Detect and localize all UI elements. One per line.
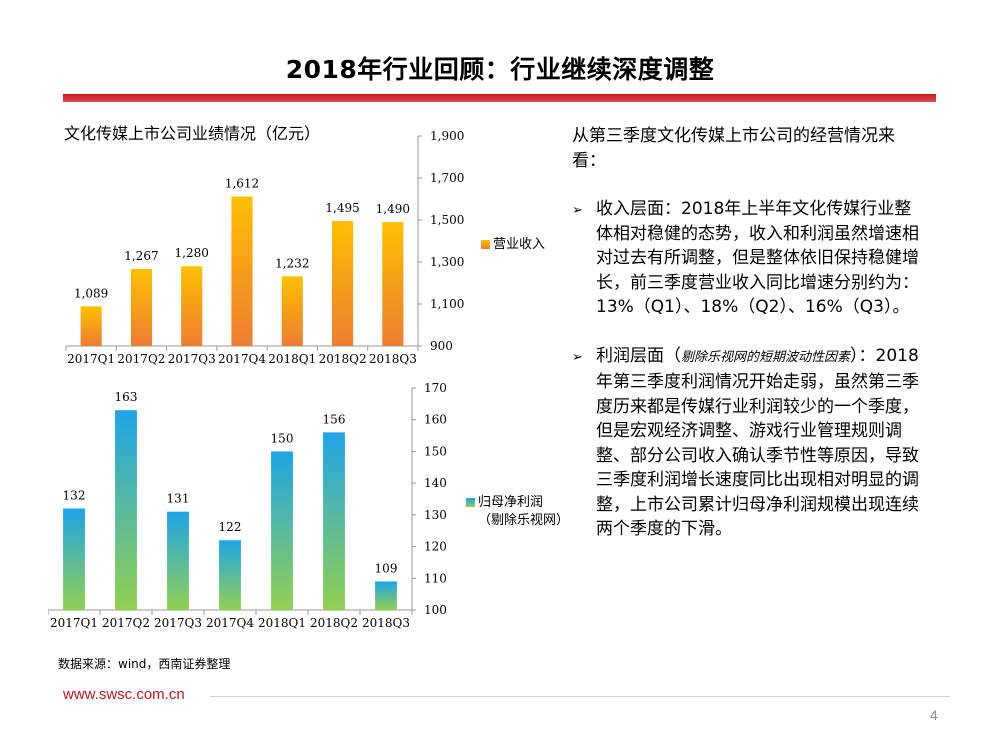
x-tick-label: 2017Q3 — [168, 352, 216, 366]
profit-data-label: 131 — [167, 492, 190, 506]
profit-data-label: 150 — [271, 431, 294, 445]
revenue-data-label: 1,495 — [325, 201, 359, 215]
bullet-revenue-body: 收入层面：2018年上半年文化传媒行业整体相对稳健的态势，收入和利润虽然增速相对… — [596, 199, 919, 317]
profit-bar — [167, 511, 189, 610]
y-tick-label: 120 — [424, 540, 447, 554]
y-tick-label: 900 — [430, 339, 453, 353]
bullet-profit-note: 剔除乐视网的短期波动性因素 — [681, 349, 851, 365]
profit-bar — [219, 540, 241, 610]
revenue-data-label: 1,267 — [124, 249, 158, 263]
x-tick-label: 2017Q1 — [67, 352, 115, 366]
y-tick-label: 160 — [424, 413, 447, 427]
revenue-bar — [382, 222, 404, 346]
legend-profit: 归母净利润 （剔除乐视网） — [466, 494, 569, 530]
commentary-text: 从第三季度文化传媒上市公司的经营情况来看： ➢ 收入层面：2018年上半年文化传… — [572, 124, 922, 566]
bullet-revenue: ➢ 收入层面：2018年上半年文化传媒行业整体相对稳健的态势，收入和利润虽然增速… — [572, 197, 922, 320]
y-tick-label: 150 — [424, 444, 447, 458]
y-tick-label: 100 — [424, 603, 447, 617]
legend-profit-label: 归母净利润 — [478, 495, 544, 510]
charts-panel: 900 1,100 1,300 1,500 1,700 1,900 2017Q1 2017Q2… — [48, 110, 578, 690]
profit-bar — [115, 410, 137, 610]
x-tick-label: 2018Q1 — [268, 352, 316, 366]
revenue-data-label: 1,490 — [376, 202, 410, 216]
y-tick-label: 1,500 — [430, 213, 464, 227]
y-tick-label: 170 — [424, 381, 447, 395]
title-divider-bar — [63, 94, 936, 102]
bullet-profit-body: ）：2018年第三季度利润情况开始走弱，虽然第三季度历来都是传媒行业利润较少的一… — [596, 345, 919, 540]
profit-bar — [271, 451, 293, 610]
x-tick-label: 2017Q3 — [154, 616, 202, 630]
profit-data-label: 132 — [63, 489, 86, 503]
page-number: 4 — [930, 707, 938, 723]
bullet-profit: ➢ 利润层面（剔除乐视网的短期波动性因素）：2018年第三季度利润情况开始走弱，… — [572, 344, 922, 542]
legend-revenue: 营业收入 — [481, 236, 545, 254]
y-tick-label: 110 — [424, 571, 447, 585]
x-tick-label: 2017Q2 — [102, 616, 150, 630]
revenue-data-label: 1,612 — [225, 176, 259, 190]
profit-bar — [63, 508, 85, 610]
profit-data-label: 122 — [219, 520, 242, 534]
x-tick-label: 2018Q2 — [310, 616, 358, 630]
arrow-bullet-icon: ➢ — [572, 203, 583, 218]
arrow-bullet-icon: ➢ — [572, 349, 583, 365]
data-source-note: 数据来源：wind，西南证券整理 — [58, 657, 231, 671]
profit-data-label: 163 — [115, 390, 138, 404]
chart-title: 文化传媒上市公司业绩情况（亿元） — [64, 124, 321, 143]
y-tick-label: 1,900 — [430, 129, 464, 143]
revenue-data-label: 1,280 — [175, 246, 209, 260]
revenue-data-label: 1,089 — [74, 286, 108, 300]
profit-bar — [375, 581, 397, 610]
revenue-bar — [231, 196, 253, 346]
revenue-bar — [281, 276, 303, 346]
bullet-profit-text: 利润层面（剔除乐视网的短期波动性因素）：2018年第三季度利润情况开始走弱，虽然… — [596, 344, 922, 542]
revenue-bar — [80, 306, 102, 346]
y-tick-label: 1,700 — [430, 171, 464, 185]
revenue-bar — [130, 268, 152, 346]
x-tick-label: 2018Q2 — [319, 352, 367, 366]
profit-data-label: 156 — [323, 412, 346, 426]
profit-bar — [323, 432, 345, 610]
legend-profit-sublabel: （剔除乐视网） — [478, 513, 570, 528]
intro-paragraph: 从第三季度文化传媒上市公司的经营情况来看： — [572, 126, 895, 171]
x-tick-label: 2017Q2 — [117, 352, 165, 366]
y-tick-label: 140 — [424, 476, 447, 490]
revenue-data-label: 1,232 — [275, 256, 309, 270]
bullet-revenue-text: 收入层面：2018年上半年文化传媒行业整体相对稳健的态势，收入和利润虽然增速相对… — [596, 197, 922, 320]
footer-divider — [210, 696, 950, 697]
x-tick-label: 2017Q1 — [50, 616, 98, 630]
revenue-bar — [332, 221, 354, 346]
x-tick-label: 2017Q4 — [218, 352, 266, 366]
x-tick-label: 2018Q1 — [258, 616, 306, 630]
legend-revenue-label: 营业收入 — [493, 237, 546, 252]
y-tick-label: 130 — [424, 508, 447, 522]
y-tick-label: 1,300 — [430, 255, 464, 269]
x-tick-label: 2018Q3 — [369, 352, 417, 366]
x-tick-label: 2018Q3 — [362, 616, 410, 630]
revenue-bar — [181, 266, 203, 346]
slide-title: 2018年行业回顾：行业继续深度调整 — [285, 55, 715, 84]
legend-swatch-icon — [481, 240, 490, 249]
x-tick-label: 2017Q4 — [206, 616, 254, 630]
profit-data-label: 109 — [375, 561, 398, 575]
bullet-profit-lead: 利润层面（ — [596, 345, 681, 366]
y-tick-label: 1,100 — [430, 297, 464, 311]
footer-website-link[interactable]: www.swsc.com.cn — [63, 686, 185, 703]
legend-swatch-icon — [466, 498, 475, 507]
